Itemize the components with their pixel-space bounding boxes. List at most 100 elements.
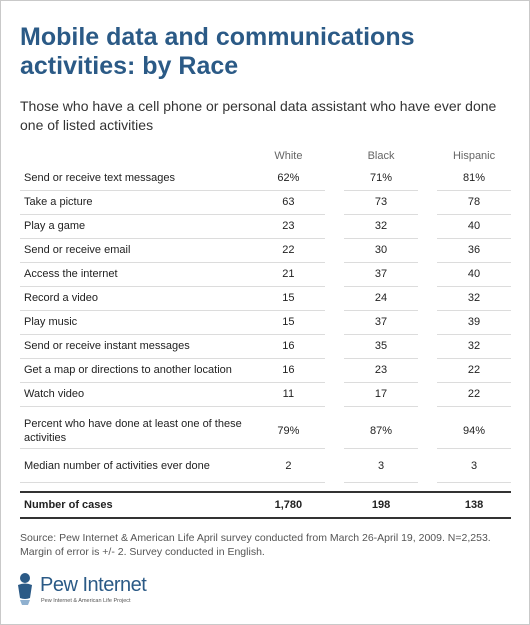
table-row: Access the internet 21 37 40 xyxy=(20,262,511,287)
table-row: Take a picture 63 73 78 xyxy=(20,190,511,215)
column-gap xyxy=(418,449,437,483)
row-label: Median number of activities ever done xyxy=(20,448,252,483)
cell-value-hispanic: 32 xyxy=(437,334,511,359)
column-gap xyxy=(418,262,437,286)
cell-value-white: 1,780 xyxy=(251,491,325,519)
row-label: Percent who have done at least one of th… xyxy=(20,414,252,449)
data-table: White Black Hispanic Send or receive tex… xyxy=(20,146,511,519)
source-note: Source: Pew Internet & American Life Apr… xyxy=(20,532,491,558)
row-label: Access the internet xyxy=(20,262,252,287)
row-label: Take a picture xyxy=(20,190,252,215)
row-label: Watch video xyxy=(20,382,252,407)
table-row: Play a game 23 32 40 xyxy=(20,214,511,239)
cell-value-white: 2 xyxy=(251,448,325,483)
cell-value-black: 198 xyxy=(344,491,418,519)
table-row: Record a video 15 24 32 xyxy=(20,286,511,311)
summary-row: Median number of activities ever done 2 3 3 xyxy=(20,448,511,483)
cell-value-white: 15 xyxy=(251,310,325,335)
cell-value-hispanic: 3 xyxy=(437,448,511,483)
summary-row: Percent who have done at least one of th… xyxy=(20,414,511,449)
cell-value-black: 73 xyxy=(344,190,418,215)
column-gap xyxy=(418,415,437,449)
header-sep xyxy=(325,146,344,166)
column-gap xyxy=(418,382,437,406)
table-row: Send or receive text messages 62% 71% 81% xyxy=(20,166,511,191)
cell-value-hispanic: 138 xyxy=(437,491,511,519)
column-gap xyxy=(418,334,437,358)
cell-value-white: 63 xyxy=(251,190,325,215)
chart-title: Mobile data and communications activitie… xyxy=(20,23,415,80)
row-label: Send or receive instant messages xyxy=(20,334,252,359)
column-gap xyxy=(325,166,344,190)
column-gap xyxy=(325,262,344,286)
column-gap xyxy=(418,166,437,190)
cell-value-white: 79% xyxy=(251,414,325,449)
pew-internet-logo: Pew Internet Pew Internet & American Lif… xyxy=(15,572,215,612)
cases-row: Number of cases 1,780 198 138 xyxy=(20,491,511,519)
cell-value-hispanic: 36 xyxy=(437,238,511,263)
table-row: Send or receive email 22 30 36 xyxy=(20,238,511,263)
cell-value-white: 16 xyxy=(251,334,325,359)
cell-value-black: 37 xyxy=(344,262,418,287)
column-gap xyxy=(325,286,344,310)
cell-value-black: 35 xyxy=(344,334,418,359)
column-gap xyxy=(418,238,437,262)
table-row: Send or receive instant messages 16 35 32 xyxy=(20,334,511,359)
column-gap xyxy=(325,310,344,334)
column-gap xyxy=(325,334,344,358)
cell-value-white: 23 xyxy=(251,214,325,239)
column-gap xyxy=(418,286,437,310)
table-body: Send or receive text messages 62% 71% 81% Ta… xyxy=(20,166,511,519)
column-gap xyxy=(325,382,344,406)
table-row: Play music 15 37 39 xyxy=(20,310,511,335)
cell-value-white: 21 xyxy=(251,262,325,287)
cell-value-hispanic: 32 xyxy=(437,286,511,311)
cell-value-black: 32 xyxy=(344,214,418,239)
row-label: Number of cases xyxy=(20,491,252,519)
cell-value-black: 30 xyxy=(344,238,418,263)
table-row: Get a map or directions to another locat… xyxy=(20,358,511,383)
cell-value-hispanic: 40 xyxy=(437,214,511,239)
cell-value-black: 87% xyxy=(344,414,418,449)
cell-value-black: 3 xyxy=(344,448,418,483)
column-gap xyxy=(325,415,344,449)
chart-subtitle: Those who have a cell phone or personal … xyxy=(20,98,497,133)
header-blank xyxy=(20,146,252,166)
column-header-white: White xyxy=(274,150,303,162)
cell-value-hispanic: 22 xyxy=(437,382,511,407)
row-label: Get a map or directions to another locat… xyxy=(20,358,252,383)
row-gap-cell xyxy=(20,406,511,415)
column-gap xyxy=(325,238,344,262)
table-row: Watch video 11 17 22 xyxy=(20,382,511,407)
cell-value-black: 37 xyxy=(344,310,418,335)
column-gap xyxy=(418,214,437,238)
cell-value-hispanic: 81% xyxy=(437,166,511,191)
column-gap xyxy=(325,358,344,382)
cell-value-black: 17 xyxy=(344,382,418,407)
cell-value-white: 16 xyxy=(251,358,325,383)
row-gap xyxy=(20,483,511,493)
column-gap xyxy=(325,214,344,238)
logo-tagline: Pew Internet & American Life Project xyxy=(41,598,131,604)
header-sep xyxy=(418,146,437,166)
column-header-row: White Black Hispanic xyxy=(20,146,511,166)
column-gap xyxy=(325,491,345,519)
column-header-black: Black xyxy=(367,150,395,162)
cell-value-black: 24 xyxy=(344,286,418,311)
column-header-hispanic: Hispanic xyxy=(452,150,496,162)
cell-value-white: 22 xyxy=(251,238,325,263)
column-gap xyxy=(417,491,438,519)
cell-value-hispanic: 40 xyxy=(437,262,511,287)
logo-name: Pew Internet xyxy=(40,574,147,596)
cell-value-white: 15 xyxy=(251,286,325,311)
column-gap xyxy=(325,190,344,214)
pew-person-icon xyxy=(18,573,32,605)
cell-value-hispanic: 39 xyxy=(437,310,511,335)
cell-value-black: 23 xyxy=(344,358,418,383)
column-gap xyxy=(418,358,437,382)
row-label: Play music xyxy=(20,310,252,335)
cell-value-white: 11 xyxy=(251,382,325,407)
row-label: Record a video xyxy=(20,286,252,311)
row-label: Send or receive text messages xyxy=(20,166,252,191)
